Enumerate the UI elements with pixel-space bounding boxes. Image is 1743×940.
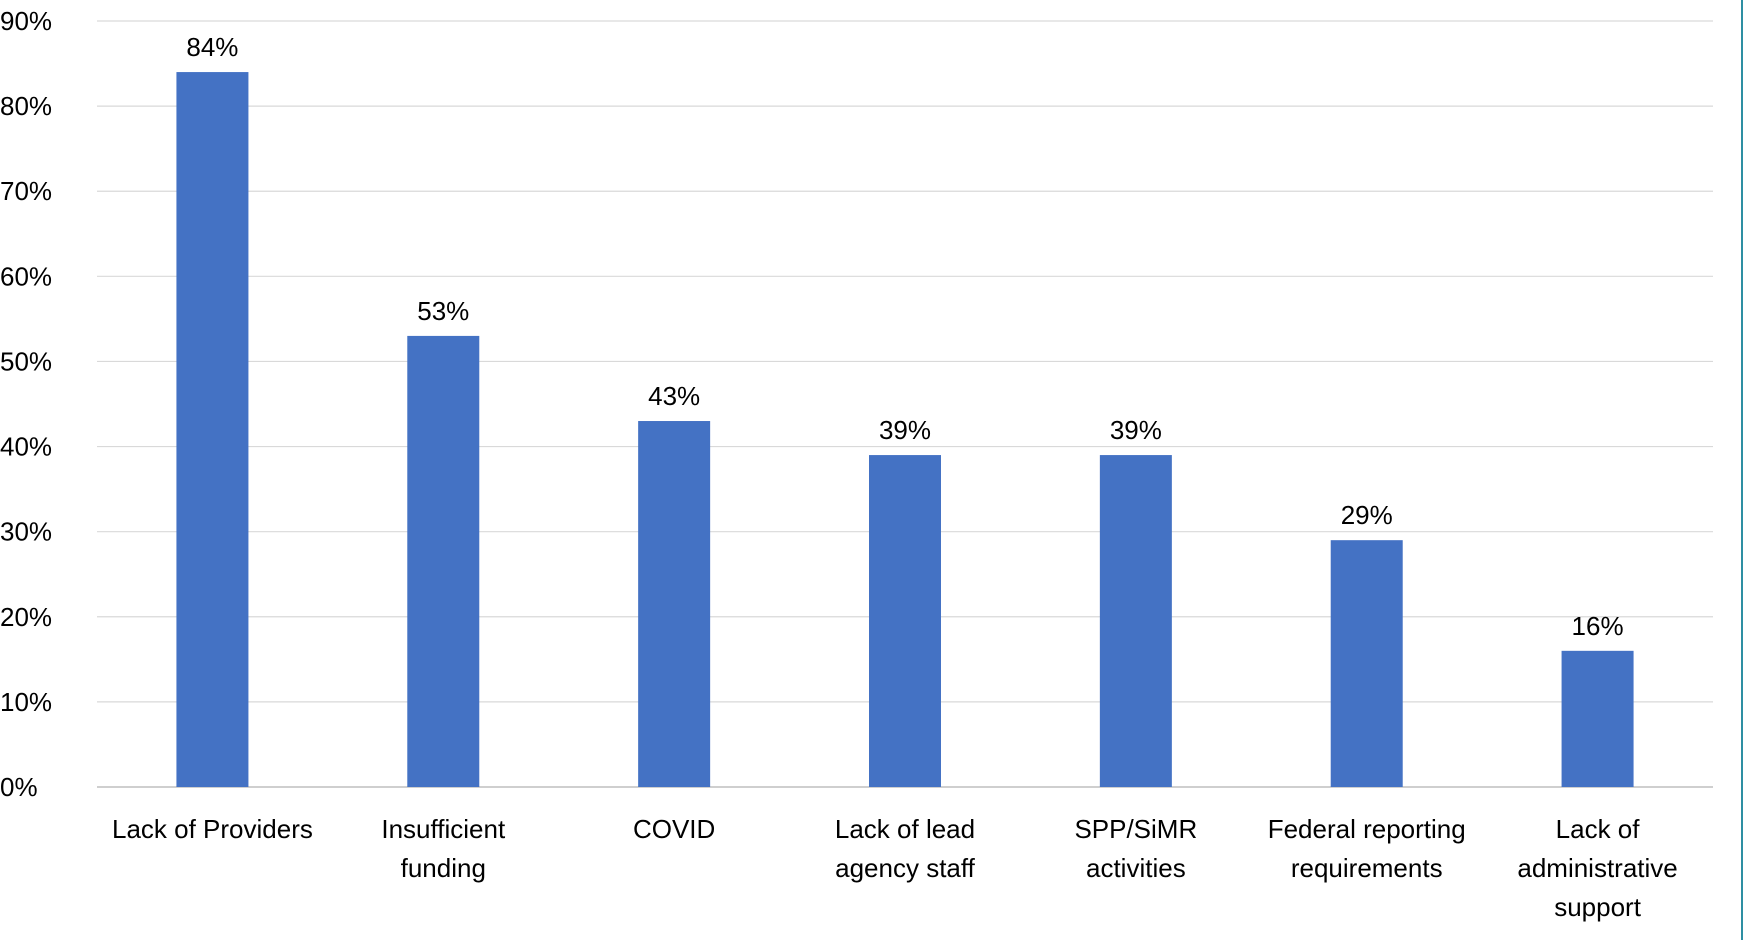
category-label-line: administrative [1517,853,1677,883]
category-label: Lack of Providers [112,814,313,844]
category-label-line: SPP/SiMR [1074,814,1197,844]
data-labels: 84% 53% 43% 39% 39% 29% 16% [186,32,1623,641]
data-label: 39% [1110,415,1162,445]
bars [176,72,1634,788]
category-label: Lack of lead agency staff [835,814,976,883]
category-label-line: requirements [1291,853,1443,883]
category-label-line: Lack of lead [835,814,975,844]
category-label-line: COVID [633,814,715,844]
y-tick-label: 60% [0,261,52,291]
category-label-line: Lack of Providers [112,814,313,844]
bar [1561,650,1634,787]
x-axis-categories: Lack of Providers Insufficient funding COVI… [112,814,1678,922]
category-label: Lack of administrative support [1517,814,1677,922]
bar [869,455,941,787]
y-axis-ticks: 0% 10% 20% 30% 40% 50% 60% 70% 80% 90% [0,6,52,802]
y-tick-label: 90% [0,6,52,36]
y-tick-label: 70% [0,176,52,206]
bar [638,421,711,787]
y-tick-label: 40% [0,432,52,462]
category-label: COVID [633,814,715,844]
gridlines [97,20,1713,788]
bar [176,72,249,788]
category-label-line: activities [1086,853,1186,883]
category-label-line: agency staff [835,853,976,883]
data-label: 29% [1341,500,1393,530]
category-label: SPP/SiMR activities [1074,814,1197,883]
frame-edge [1741,0,1743,940]
bar [1099,455,1172,787]
category-label-line: support [1554,892,1641,922]
data-label: 53% [417,296,469,326]
y-tick-label: 80% [0,91,52,121]
category-label: Federal reporting requirements [1268,814,1466,883]
data-label: 39% [879,415,931,445]
y-tick-label: 0% [0,772,38,802]
y-tick-label: 50% [0,346,52,376]
category-label: Insufficient funding [381,814,506,883]
bar [1330,540,1403,787]
y-tick-label: 10% [0,687,52,717]
data-label: 16% [1572,611,1624,641]
category-label-line: Federal reporting [1268,814,1466,844]
category-label-line: Insufficient [381,814,506,844]
y-tick-label: 20% [0,602,52,632]
category-label-line: funding [401,853,486,883]
y-tick-label: 30% [0,517,52,547]
bar [407,335,480,787]
data-label: 43% [648,381,700,411]
data-label: 84% [186,32,238,62]
category-label-line: Lack of [1556,814,1641,844]
